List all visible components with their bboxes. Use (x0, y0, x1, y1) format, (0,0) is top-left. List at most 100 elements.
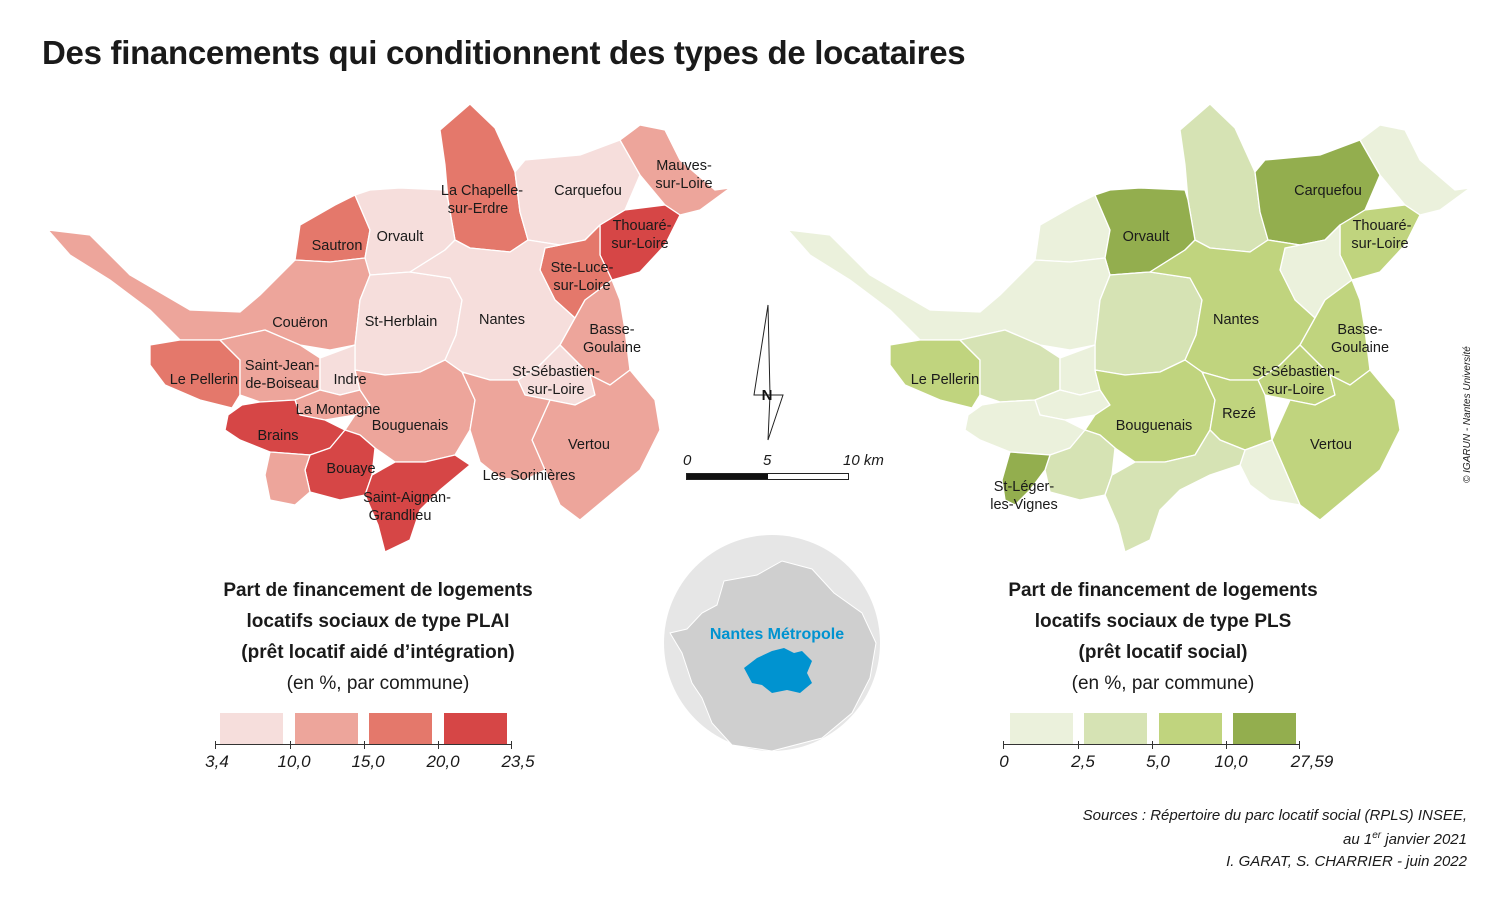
page-title: Des financements qui conditionnent des t… (42, 34, 966, 71)
pls-legend-line-3: (prêt locatif social) (1078, 642, 1248, 663)
pls-commune-le-pellerin (889, 339, 981, 409)
plai-commune-west-south (264, 451, 311, 506)
plai-label-saint-aignan: Saint-Aignan-Grandlieu (363, 490, 451, 524)
pls-label-st-leger: St-Léger-les-Vignes (990, 479, 1057, 513)
plai-label-bouaye: Bouaye (326, 461, 375, 477)
plai-commune-mauves-sur-loire (619, 124, 731, 216)
plai-break-4: 23,5 (501, 752, 535, 771)
pls-label-le-pellerin: Le Pellerin (911, 372, 980, 388)
plai-label-st-herblain: St-Herblain (365, 314, 438, 330)
plai-tick-4 (511, 741, 512, 749)
pls-legend-axis (1003, 744, 1299, 745)
plai-label-thouare: Thouaré-sur-Loire (611, 218, 671, 252)
pls-tick-3 (1226, 741, 1227, 749)
scale-bar (686, 473, 849, 480)
pls-swatch-3 (1233, 713, 1296, 744)
plai-label-st-sebastien: St-Sébastien-sur-Loire (512, 364, 600, 398)
plai-legend-subtitle: (en %, par commune) (286, 673, 470, 694)
pls-label-st-sebastien: St-Sébastien-sur-Loire (1252, 364, 1340, 398)
pls-tick-0 (1003, 741, 1004, 749)
pls-legend-title: Part de financement de logements locatif… (953, 575, 1373, 699)
plai-label-nantes: Nantes (479, 312, 525, 328)
pls-label-bouguenais: Bouguenais (1116, 418, 1193, 434)
pls-label-carquefou: Carquefou (1294, 183, 1362, 199)
pls-label-basse-goulaine: Basse-Goulaine (1331, 322, 1389, 356)
scale-bar-black (687, 474, 768, 479)
pls-tick-2 (1152, 741, 1153, 749)
plai-commune-les-sorinieres (461, 371, 551, 481)
scale-label-10: 10 km (843, 452, 884, 469)
plai-legend-line-1: Part de financement de logements (223, 580, 533, 601)
plai-label-orvault: Orvault (377, 229, 424, 245)
pls-break-1: 2,5 (1071, 752, 1095, 771)
plai-label-brains: Brains (257, 428, 298, 444)
pls-swatch-1 (1084, 713, 1147, 744)
plai-label-basse-goulaine: Basse-Goulaine (583, 322, 641, 356)
plai-swatch-0 (220, 713, 283, 744)
plai-tick-0 (215, 741, 216, 749)
plai-break-0: 3,4 (205, 752, 229, 771)
pls-break-0: 0 (999, 752, 1009, 771)
pls-swatch-0 (1010, 713, 1073, 744)
plai-label-saint-jean: Saint-Jean-de-Boiseau (245, 358, 319, 392)
north-label: N (762, 387, 773, 404)
plai-label-bouguenais: Bouguenais (372, 418, 449, 434)
plai-label-la-chapelle: La Chapelle-sur-Erdre (441, 183, 523, 217)
pls-commune-saint-aignan-grandlieu (1104, 429, 1246, 553)
pls-break-4: 27,59 (1290, 752, 1334, 771)
plai-swatch-2 (369, 713, 432, 744)
sources-line-2-post: janvier 2021 (1381, 831, 1467, 848)
sources-line-2-pre: au 1 (1342, 831, 1373, 848)
plai-label-la-montagne: La Montagne (296, 402, 381, 418)
pls-legend-line-1: Part de financement de logements (1008, 580, 1318, 601)
plai-swatch-3 (444, 713, 507, 744)
plai-legend-axis (215, 744, 511, 745)
pls-label-orvault: Orvault (1123, 229, 1170, 245)
plai-commune-le-pellerin (149, 339, 241, 409)
pls-commune-les-sorinieres (1239, 439, 1301, 506)
pls-label-reze: Rezé (1222, 406, 1256, 422)
plai-break-2: 15,0 (351, 752, 385, 771)
plai-label-indre: Indre (333, 372, 366, 388)
sources-line-2-sup: er (1372, 830, 1382, 841)
plai-label-sautron: Sautron (312, 238, 363, 254)
pls-tick-4 (1299, 741, 1300, 749)
sources: Sources : Répertoire du parc locatif soc… (1083, 806, 1467, 850)
pls-commune-mauves-sur-loire (1359, 124, 1471, 216)
plai-tick-1 (290, 741, 291, 749)
plai-tick-2 (364, 741, 365, 749)
pls-break-3: 10,0 (1214, 752, 1248, 771)
inset-locator-map: Nantes Métropole (664, 535, 880, 752)
pls-legend-line-2: locatifs sociaux de type PLS (1034, 611, 1292, 632)
pls-label-vertou: Vertou (1310, 437, 1352, 453)
plai-break-3: 20,0 (426, 752, 460, 771)
plai-swatch-1 (295, 713, 358, 744)
plai-label-coueron: Couëron (272, 315, 328, 331)
inset-label: Nantes Métropole (710, 626, 844, 643)
credit: I. GARAT, S. CHARRIER - juin 2022 (1226, 853, 1467, 870)
sources-line-1: Sources : Répertoire du parc locatif soc… (1082, 807, 1467, 824)
plai-legend-line-2: locatifs sociaux de type PLAI (246, 611, 510, 632)
plai-label-mauves: Mauves-sur-Loire (655, 158, 712, 192)
pls-break-2: 5,0 (1146, 752, 1170, 771)
plai-commune-saint-aignan-grandlieu (364, 454, 471, 553)
plai-label-carquefou: Carquefou (554, 183, 622, 199)
pls-swatch-2 (1159, 713, 1222, 744)
plai-legend-line-3: (prêt locatif aidé d’intégration) (241, 642, 515, 663)
north-arrow: N (753, 304, 784, 441)
pls-commune-indre (1059, 344, 1101, 396)
plai-label-vertou: Vertou (568, 437, 610, 453)
pls-legend-subtitle: (en %, par commune) (1071, 673, 1255, 694)
plai-label-les-sorinieres: Les Sorinières (483, 468, 576, 484)
inset-nantes-metropole (744, 648, 812, 693)
plai-tick-3 (438, 741, 439, 749)
plai-label-ste-luce: Ste-Luce-sur-Loire (551, 260, 614, 294)
pls-tick-1 (1078, 741, 1079, 749)
plai-map: La Chapelle-sur-Erdre Carquefou Mauves-s… (47, 103, 731, 553)
pls-commune-st-leger-les-vignes (1001, 451, 1051, 506)
scale-label-0: 0 (683, 452, 692, 469)
pls-map: Carquefou Orvault Thouaré-sur-Loire Nant… (787, 103, 1471, 553)
plai-legend-title: Part de financement de logements locatif… (168, 575, 588, 699)
plai-commune-vertou (531, 369, 661, 521)
pls-label-nantes: Nantes (1213, 312, 1259, 328)
